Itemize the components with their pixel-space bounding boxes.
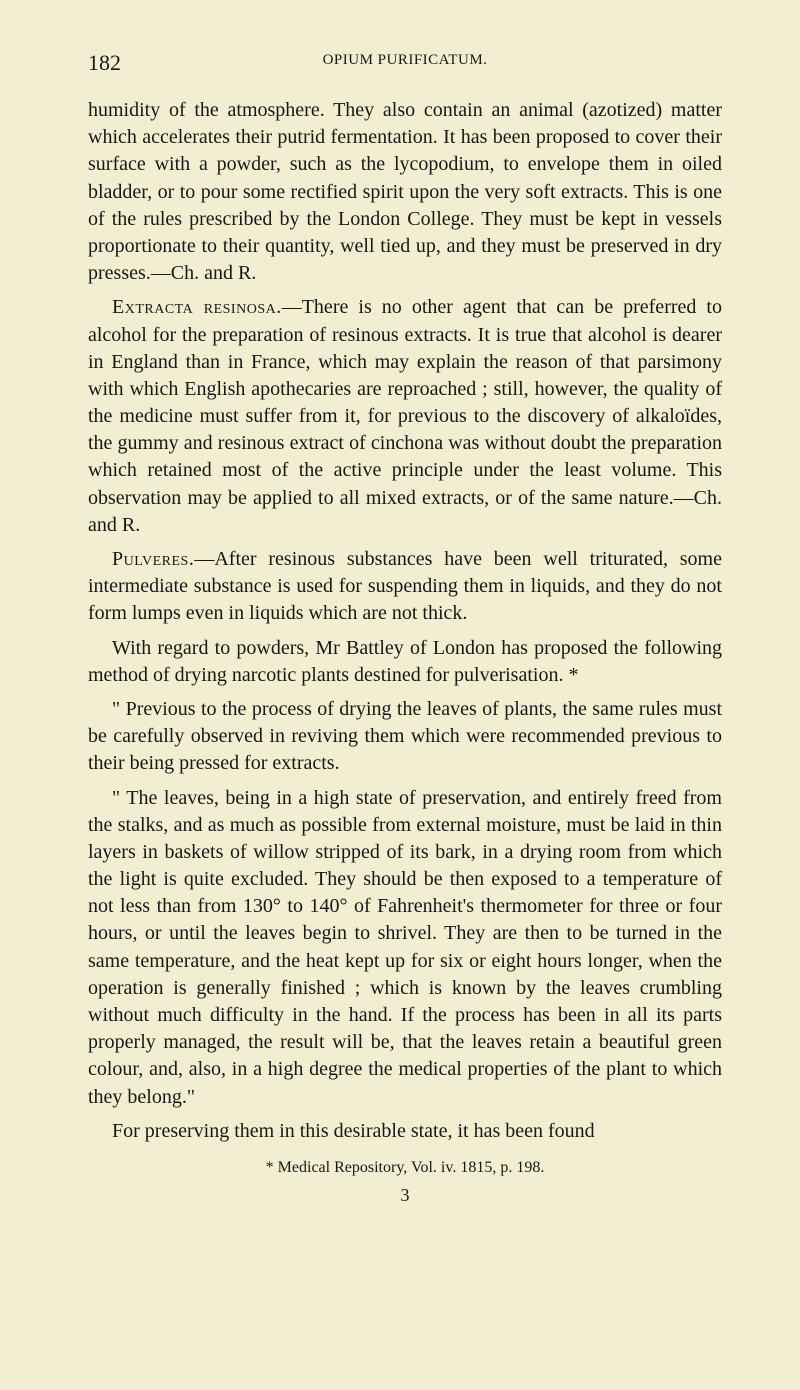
body-paragraph: humidity of the atmosphere. They also co…: [88, 97, 722, 287]
body-paragraph: " Previous to the process of drying the …: [88, 696, 722, 778]
body-paragraph: Pulveres.—After resinous substances have…: [88, 546, 722, 628]
paragraph-lead: Extracta resinosa.: [112, 296, 282, 318]
body-paragraph: Extracta resinosa.—There is no other age…: [88, 294, 722, 539]
paragraph-text: —There is no other agent that can be pre…: [88, 296, 722, 536]
footnote: * Medical Repository, Vol. iv. 1815, p. …: [88, 1159, 722, 1177]
body-paragraph: " The leaves, being in a high state of p…: [88, 785, 722, 1111]
body-paragraph: With regard to powders, Mr Battley of Lo…: [88, 635, 722, 689]
page-number: 182: [88, 50, 121, 76]
running-header: OPIUM PURIFICATUM.: [88, 48, 722, 69]
signature-mark: 3: [88, 1185, 722, 1206]
paragraph-lead: Pulveres.: [112, 548, 194, 570]
body-paragraph: For preserving them in this desirable st…: [88, 1118, 722, 1145]
